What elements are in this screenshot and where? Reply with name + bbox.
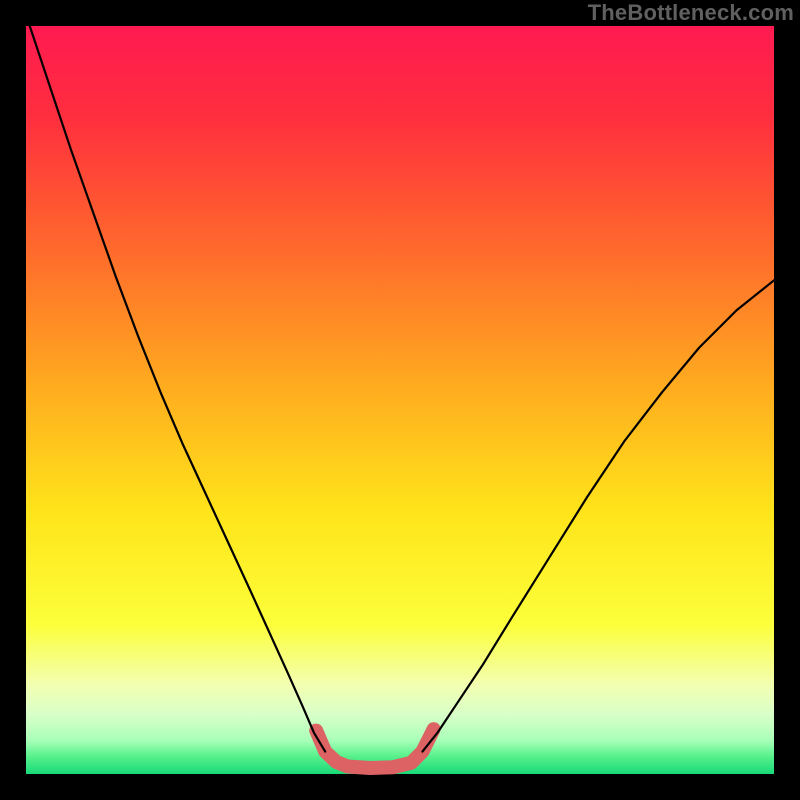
chart-stage: TheBottleneck.com — [0, 0, 800, 800]
chart-svg — [0, 0, 800, 800]
watermark-text: TheBottleneck.com — [588, 0, 794, 26]
plot-background — [26, 26, 774, 774]
